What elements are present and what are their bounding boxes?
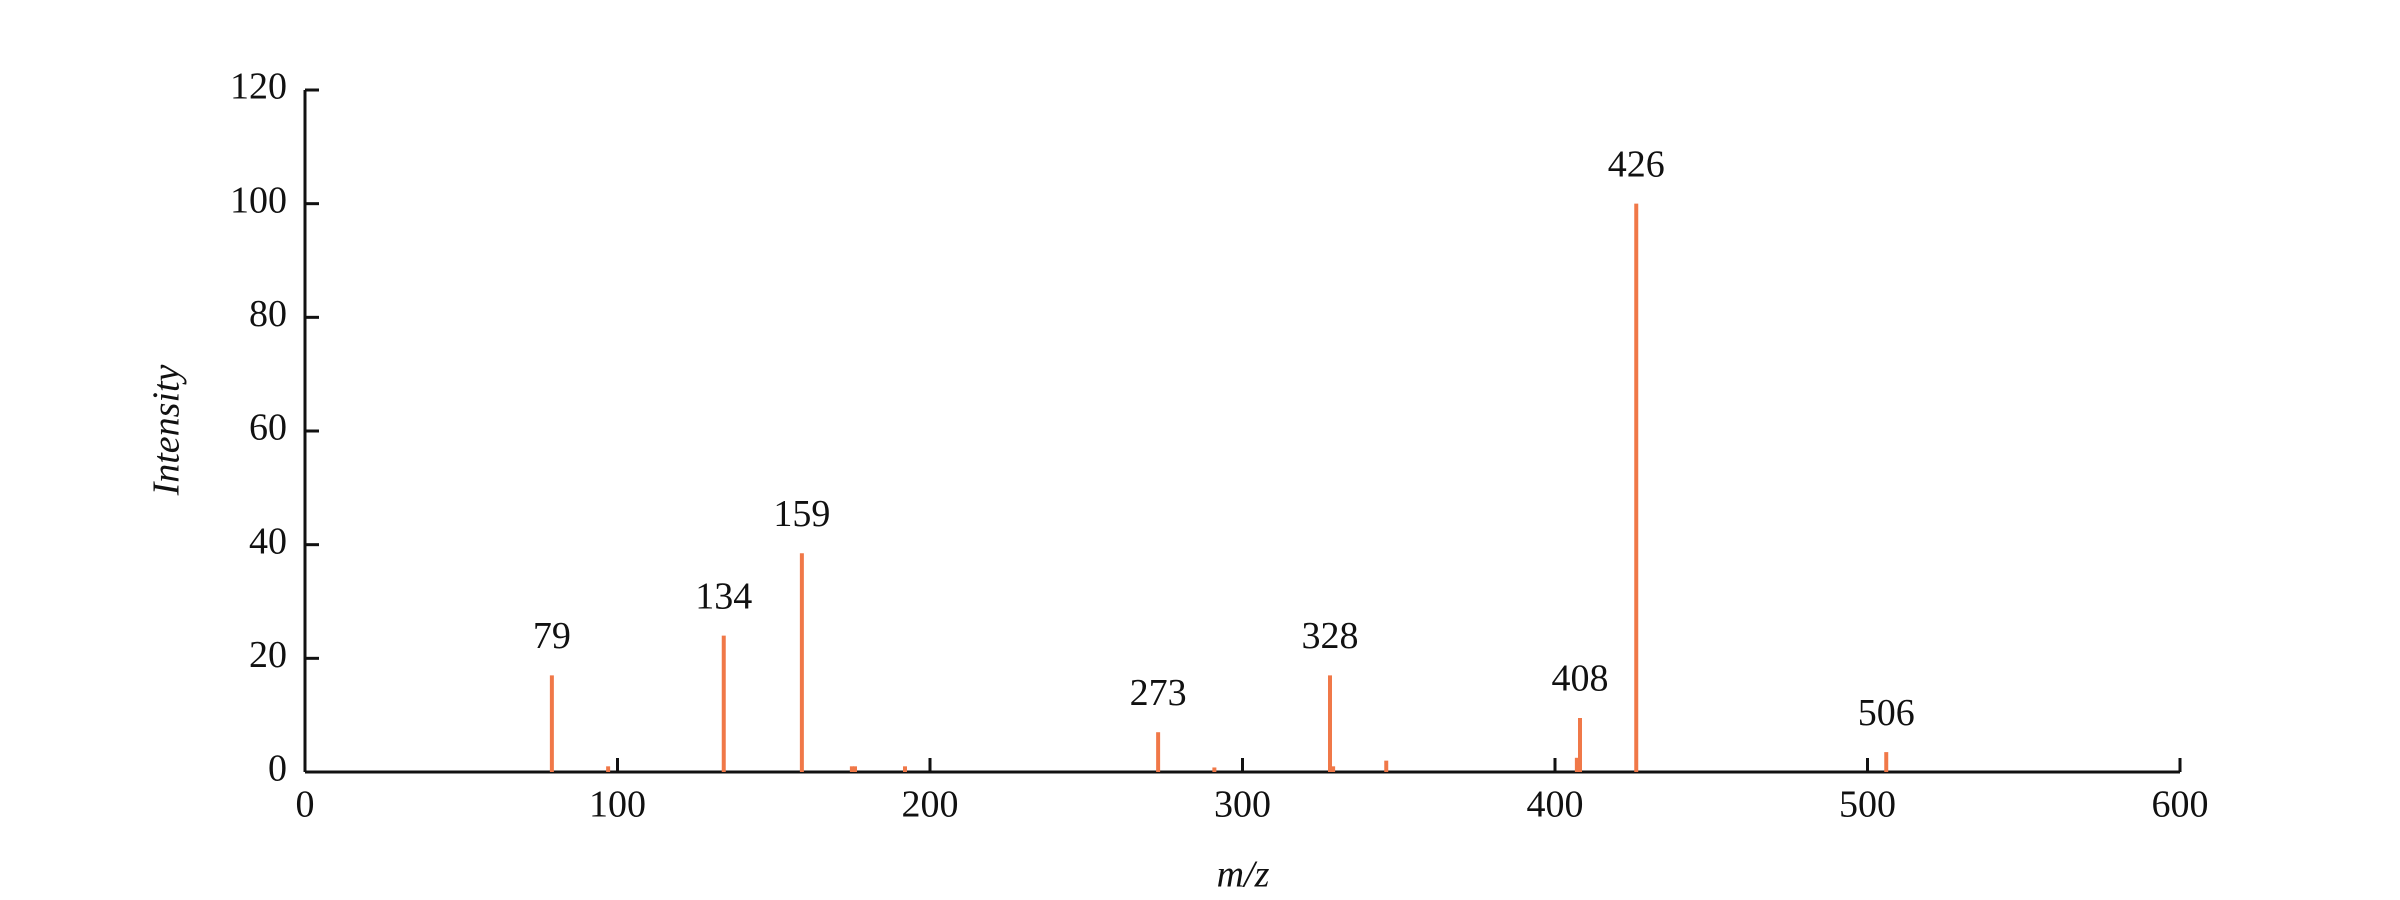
x-tick-label: 500 [1839, 784, 1896, 826]
peak-label: 506 [1858, 692, 1915, 734]
x-tick-label: 600 [2152, 784, 2209, 826]
y-tick-label: 100 [230, 179, 287, 221]
x-tick-label: 300 [1214, 784, 1271, 826]
y-tick-label: 0 [268, 748, 287, 790]
y-tick-label: 120 [230, 66, 287, 108]
y-tick-label: 20 [249, 634, 287, 676]
peak-label: 134 [695, 575, 752, 617]
x-tick-label: 200 [902, 784, 959, 826]
peak-label: 79 [533, 615, 571, 657]
peak-label: 273 [1130, 672, 1187, 714]
peak-label: 159 [773, 493, 830, 535]
x-tick-label: 100 [589, 784, 646, 826]
y-tick-label: 40 [249, 520, 287, 562]
peak-label: 328 [1302, 615, 1359, 657]
x-tick-label: 400 [1527, 784, 1584, 826]
y-axis-label: Intensity [146, 364, 188, 496]
x-tick-label: 0 [296, 784, 315, 826]
peak-label: 408 [1552, 658, 1609, 700]
y-tick-label: 80 [249, 293, 287, 335]
x-axis-label: m/z [1217, 854, 1270, 896]
y-tick-label: 60 [249, 407, 287, 449]
peak-label: 426 [1608, 143, 1665, 185]
